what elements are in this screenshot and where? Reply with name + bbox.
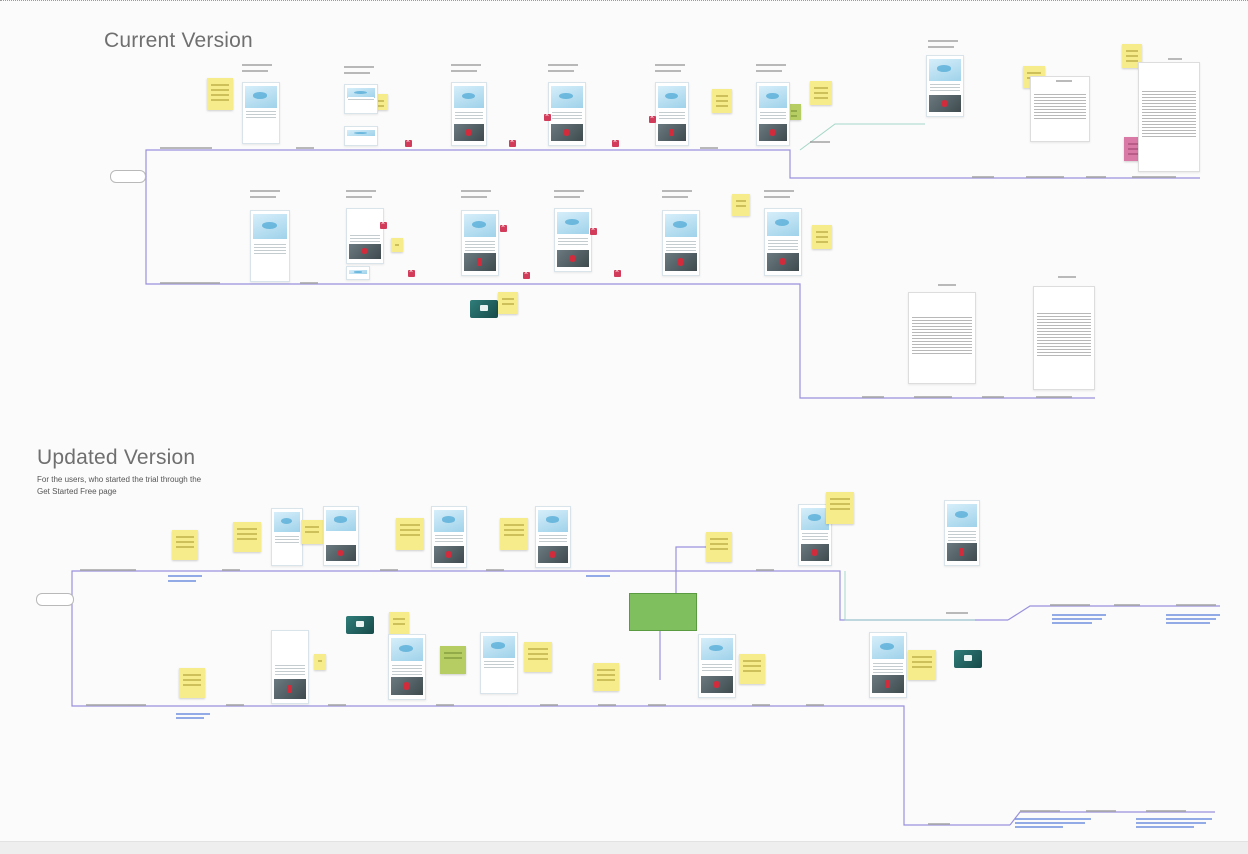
connector-current-branch-doc [799,123,925,151]
current-error-badge-3[interactable] [544,112,551,121]
updated-sticky-4[interactable] [396,518,424,550]
updated-version-title: Updated Version [37,446,196,469]
current-screen-7[interactable] [926,55,964,117]
current-bottom-error-badge-2[interactable] [380,220,387,229]
updated-bottom-screen-5[interactable] [869,632,907,698]
updated-bottom-sticky-6[interactable] [739,654,765,684]
updated-sticky-1[interactable] [172,530,198,560]
current-screen-6[interactable] [756,82,790,146]
current-bottom-screen-5[interactable] [662,210,700,276]
current-bottom-screen-3[interactable] [461,210,499,276]
current-doc-1[interactable] [1030,76,1090,142]
updated-sticky-7[interactable] [826,492,854,524]
canvas-bottom-bar [0,841,1248,854]
current-error-badge-5[interactable] [649,114,656,123]
current-screen-4[interactable] [548,82,586,146]
updated-bottom-sticky-7[interactable] [908,650,936,680]
connector-updated-exit-top [1007,605,1220,621]
current-bottom-sticky-3[interactable] [812,225,832,249]
updated-sticky-5[interactable] [500,518,528,550]
updated-start-node[interactable] [36,593,74,606]
current-bottom-error-badge-6[interactable] [614,268,621,277]
current-bottom-error-badge-3[interactable] [500,223,507,232]
updated-bottom-sticky-5[interactable] [593,663,619,691]
updated-bottom-screen-2[interactable] [388,634,426,700]
canvas-top-border [0,0,1248,1]
connector-current-top [130,149,1200,179]
current-screen-2b[interactable] [344,126,378,146]
current-bottom-sticky-2[interactable] [732,194,750,216]
current-bottom-sticky-1[interactable] [391,238,403,252]
updated-sticky-6[interactable] [706,532,732,562]
current-bottom-screen-6[interactable] [764,208,802,276]
connector-updated-top [60,570,1008,621]
current-bottom-screen-2b[interactable] [346,266,370,280]
connector-updated-bottom [71,598,1010,826]
current-error-badge-1[interactable] [405,138,412,147]
connector-updated-branch [844,571,975,621]
updated-green-block[interactable] [629,593,697,631]
current-error-badge-2[interactable] [509,138,516,147]
current-doc-2[interactable] [1138,62,1200,172]
current-screen-1[interactable] [242,82,280,144]
updated-bottom-screen-4[interactable] [698,634,736,698]
updated-screen-2[interactable] [323,506,359,566]
current-screen-2a[interactable] [344,84,378,114]
updated-screen-6[interactable] [944,500,980,566]
current-bottom-error-badge-1[interactable] [408,268,415,277]
updated-sticky-3[interactable] [301,520,323,544]
current-bottom-doc-1[interactable] [908,292,976,384]
current-bottom-sticky-4[interactable] [498,292,518,314]
updated-bottom-screen-1[interactable] [271,630,309,704]
current-start-node[interactable] [110,170,146,183]
updated-bottom-sticky-2[interactable] [314,654,326,670]
updated-screen-4[interactable] [535,506,571,568]
current-bottom-screen-1[interactable] [250,210,290,282]
updated-bottom-screen-3[interactable] [480,632,518,694]
current-bottom-error-badge-4[interactable] [523,270,530,279]
current-error-badge-4[interactable] [612,138,619,147]
updated-version-subtitle: For the users, who started the trial thr… [37,475,202,496]
current-bottom-error-badge-5[interactable] [590,226,597,235]
current-sticky-note-green[interactable] [787,104,801,120]
current-bottom-screen-4[interactable] [554,208,592,272]
connector-current-bottom [145,176,1095,399]
updated-bottom-thumbnail-1[interactable] [346,616,374,634]
current-sticky-note-4[interactable] [810,81,832,105]
current-sticky-note-1[interactable] [207,78,233,110]
current-bottom-screen-2[interactable] [346,208,384,264]
updated-bottom-sticky-green[interactable] [440,646,466,674]
updated-sticky-2[interactable] [233,522,261,552]
current-screen-5[interactable] [655,82,689,146]
connector-updated-exit-bottom [1009,811,1215,826]
current-version-title: Current Version [104,29,253,52]
current-bottom-thumbnail[interactable] [470,300,498,318]
updated-screen-3[interactable] [431,506,467,568]
updated-bottom-sticky-4[interactable] [524,642,552,672]
updated-screen-5[interactable] [798,504,832,566]
current-sticky-note-3[interactable] [712,89,732,113]
updated-bottom-sticky-1[interactable] [179,668,205,698]
current-sticky-note-6[interactable] [1122,44,1142,68]
updated-bottom-sticky-3[interactable] [389,612,409,634]
current-screen-3[interactable] [451,82,487,146]
updated-screen-1[interactable] [271,508,303,566]
updated-bottom-thumbnail-2[interactable] [954,650,982,668]
current-bottom-doc-2[interactable] [1033,286,1095,390]
